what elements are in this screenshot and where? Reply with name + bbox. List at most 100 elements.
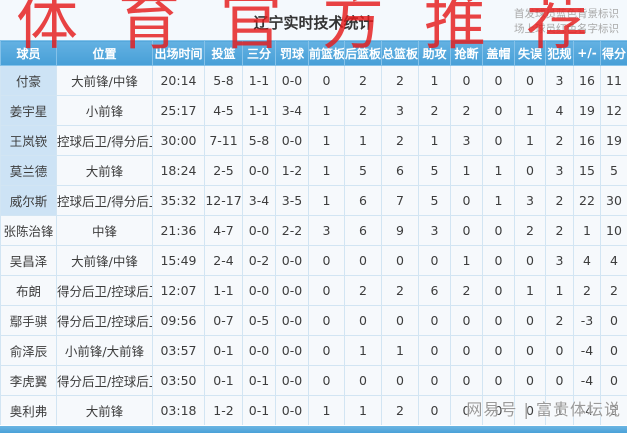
three-pt-cell: 0-2 — [242, 245, 276, 276]
ast-cell: 0 — [418, 335, 451, 366]
next-section-header-strip — [0, 425, 627, 433]
position-cell: 得分后卫/控球后卫 — [56, 275, 153, 306]
tov-cell: 0 — [514, 155, 546, 186]
minutes-cell: 25:17 — [152, 95, 205, 126]
ft-cell: 0-0 — [275, 245, 309, 276]
dreb-cell: 1 — [344, 125, 382, 156]
treb-cell: 6 — [381, 155, 419, 186]
col-treb: 总篮板 — [381, 40, 419, 66]
col-oreb: 前篮板 — [308, 40, 345, 66]
dreb-cell: 6 — [344, 215, 382, 246]
minutes-cell: 15:49 — [152, 245, 205, 276]
tov-cell: 3 — [514, 185, 546, 216]
blk-cell: 1 — [482, 185, 515, 216]
pts-cell: 30 — [600, 185, 627, 216]
position-cell: 得分后卫/控球后卫 — [56, 365, 153, 396]
three-pt-cell: 1-1 — [242, 65, 276, 96]
col-pts: 得分 — [600, 40, 627, 66]
dreb-cell: 5 — [344, 155, 382, 186]
plus-minus-cell: -4 — [573, 395, 601, 426]
three-pt-cell: 0-1 — [242, 395, 276, 426]
fg-cell: 0-1 — [204, 335, 243, 366]
player-name-cell: 布朗 — [0, 275, 57, 306]
position-cell: 大前锋 — [56, 395, 153, 426]
plus-minus-cell: 16 — [573, 65, 601, 96]
player-row: 奥利弗 大前锋 03:18 1-2 0-1 0-0 1 1 2 0 0 0 0 1 -4 2 — [0, 395, 627, 426]
ft-cell: 3-4 — [275, 95, 309, 126]
position-cell: 中锋 — [56, 215, 153, 246]
treb-cell: 2 — [381, 65, 419, 96]
col-position: 位置 — [56, 40, 153, 66]
treb-cell: 3 — [381, 95, 419, 126]
tov-cell: 1 — [514, 95, 546, 126]
minutes-cell: 20:14 — [152, 65, 205, 96]
position-cell: 控球后卫/得分后卫 — [56, 125, 153, 156]
player-name-cell: 王岚嵚 — [0, 125, 57, 156]
minutes-cell: 03:50 — [152, 365, 205, 396]
blk-cell: 0 — [482, 215, 515, 246]
page-title: 辽宁实时技术统计 — [253, 14, 374, 32]
stl-cell: 1 — [450, 245, 483, 276]
plus-minus-cell: 2 — [573, 275, 601, 306]
plus-minus-cell: -3 — [573, 305, 601, 336]
player-row: 张陈治锋 中锋 21:36 4-7 0-0 2-2 3 6 9 3 0 0 2 2 1 10 — [0, 215, 627, 246]
blk-cell: 0 — [482, 335, 515, 366]
pf-cell: 0 — [545, 365, 574, 396]
player-name-cell: 俞泽辰 — [0, 335, 57, 366]
three-pt-cell: 0-1 — [242, 365, 276, 396]
player-name-cell: 付豪 — [0, 65, 57, 96]
pts-cell: 5 — [600, 155, 627, 186]
oreb-cell: 1 — [308, 155, 345, 186]
pts-cell: 19 — [600, 125, 627, 156]
minutes-cell: 30:00 — [152, 125, 205, 156]
col-pf: 犯规 — [545, 40, 574, 66]
legend-starters-note: 首发球员蓝色背景标识 — [514, 8, 619, 20]
fg-cell: 1-1 — [204, 275, 243, 306]
dreb-cell: 1 — [344, 395, 382, 426]
stl-cell: 2 — [450, 95, 483, 126]
ast-cell: 5 — [418, 185, 451, 216]
position-cell: 控球后卫/得分后卫 — [56, 185, 153, 216]
oreb-cell: 0 — [308, 65, 345, 96]
pf-cell: 3 — [545, 65, 574, 96]
oreb-cell: 0 — [308, 335, 345, 366]
three-pt-cell: 5-8 — [242, 125, 276, 156]
pts-cell: 12 — [600, 95, 627, 126]
fg-cell: 2-5 — [204, 155, 243, 186]
col-blk: 盖帽 — [482, 40, 515, 66]
ft-cell: 0-0 — [275, 395, 309, 426]
pf-cell: 2 — [545, 185, 574, 216]
pts-cell: 0 — [600, 365, 627, 396]
tov-cell: 0 — [514, 65, 546, 96]
ft-cell: 0-0 — [275, 275, 309, 306]
stl-cell: 2 — [450, 275, 483, 306]
col-minutes: 出场时间 — [152, 40, 205, 66]
ft-cell: 2-2 — [275, 215, 309, 246]
pts-cell: 11 — [600, 65, 627, 96]
pts-cell: 10 — [600, 215, 627, 246]
plus-minus-cell: -4 — [573, 335, 601, 366]
treb-cell: 2 — [381, 395, 419, 426]
dreb-cell: 0 — [344, 305, 382, 336]
fg-cell: 1-2 — [204, 395, 243, 426]
three-pt-cell: 1-1 — [242, 95, 276, 126]
pf-cell: 2 — [545, 305, 574, 336]
stl-cell: 0 — [450, 65, 483, 96]
minutes-cell: 35:32 — [152, 185, 205, 216]
pf-cell: 0 — [545, 335, 574, 366]
oreb-cell: 0 — [308, 275, 345, 306]
column-header-row: 球员 位置 出场时间 投篮 三分 罚球 前篮板 后篮板 总篮板 助攻 抢断 盖帽 失误 犯规 +/- 得分 — [0, 40, 627, 66]
player-name-cell: 张陈治锋 — [0, 215, 57, 246]
ft-cell: 0-0 — [275, 365, 309, 396]
ast-cell: 0 — [418, 305, 451, 336]
stl-cell: 0 — [450, 335, 483, 366]
ast-cell: 6 — [418, 275, 451, 306]
oreb-cell: 0 — [308, 245, 345, 276]
dreb-cell: 2 — [344, 275, 382, 306]
pts-cell: 4 — [600, 245, 627, 276]
ast-cell: 0 — [418, 245, 451, 276]
plus-minus-cell: 22 — [573, 185, 601, 216]
oreb-cell: 1 — [308, 185, 345, 216]
tov-cell: 1 — [514, 125, 546, 156]
